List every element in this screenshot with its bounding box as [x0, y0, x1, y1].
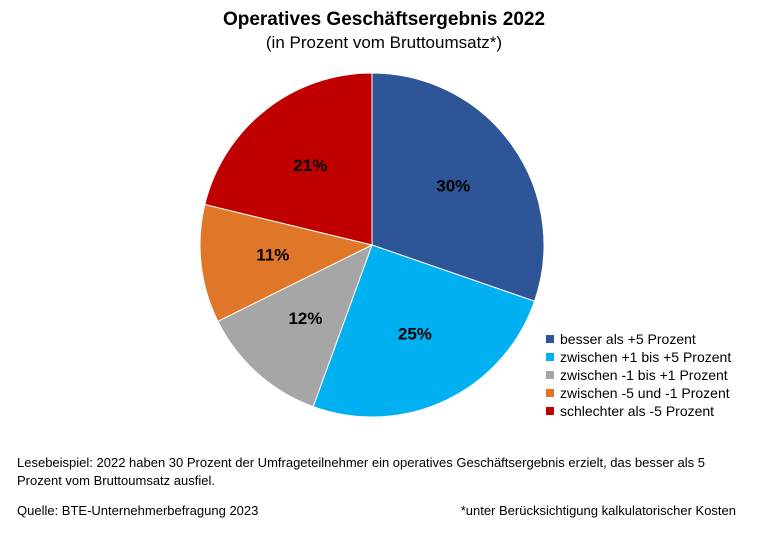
slice-data-label: 30% — [436, 177, 470, 196]
legend-label: schlechter als -5 Prozent — [560, 403, 715, 419]
legend-label: besser als +5 Prozent — [560, 331, 696, 347]
legend-item: schlechter als -5 Prozent — [546, 402, 731, 420]
legend-swatch — [546, 389, 554, 397]
source-text: Quelle: BTE-Unternehmerbefragung 2023 — [17, 503, 259, 518]
legend-item: besser als +5 Prozent — [546, 330, 731, 348]
chart-title: Operatives Geschäftsergebnis 2022 — [222, 9, 546, 30]
legend-swatch — [546, 353, 554, 361]
pie-slice — [199, 203, 374, 323]
legend-item: zwischen -5 und -1 Prozent — [546, 384, 731, 402]
reading-example-note: Lesebeispiel: 2022 haben 30 Prozent der … — [17, 455, 705, 488]
legend-item: zwischen +1 bis +5 Prozent — [546, 348, 731, 366]
legend-swatch — [546, 371, 554, 379]
footnote-text: *unter Berücksichtigung kalkulatorischer… — [460, 503, 736, 518]
pie-slice — [217, 243, 373, 408]
chart-subtitle: (in Prozent vom Bruttoumsatz*) — [265, 33, 503, 52]
pie-slice — [204, 72, 373, 246]
legend-label: zwischen -1 bis +1 Prozent — [560, 367, 728, 383]
slice-data-label: 21% — [293, 156, 327, 175]
pie-slice — [312, 244, 536, 418]
legend-swatch — [546, 335, 554, 343]
slice-data-label: 11% — [256, 246, 289, 265]
legend-swatch — [546, 407, 554, 415]
pie-slice — [371, 72, 545, 302]
slice-data-label: 12% — [288, 309, 322, 328]
legend-label: zwischen -5 und -1 Prozent — [560, 385, 730, 401]
legend-label: zwischen +1 bis +5 Prozent — [560, 349, 732, 365]
chart-title-block: Operatives Geschäftsergebnis 2022 (in Pr… — [0, 8, 768, 54]
legend-item: zwischen -1 bis +1 Prozent — [546, 366, 731, 384]
chart-legend: besser als +5 Prozent zwischen +1 bis +5 … — [546, 330, 731, 420]
slice-data-label: 25% — [398, 325, 432, 344]
